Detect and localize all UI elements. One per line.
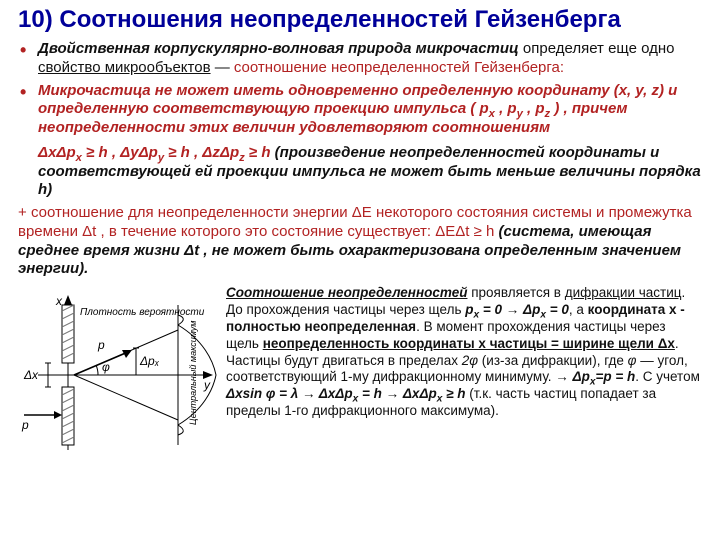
- p-label: p: [21, 418, 29, 432]
- diagram-cell: x y: [18, 285, 218, 470]
- phi-label: φ: [102, 360, 110, 374]
- ft-c: дифракции частиц: [565, 285, 682, 300]
- eq-t3: ≥ h , ΔzΔp: [164, 144, 239, 161]
- eq-t1: ΔxΔp: [38, 144, 76, 161]
- dpx-label: Δpₓ: [139, 354, 160, 368]
- ft-e: px = 0 → Δpx = 0: [465, 302, 569, 317]
- ft-h: , а: [569, 302, 588, 317]
- slide-root: 10) Соотношения неопределенностей Гейзен…: [0, 0, 720, 540]
- ft-s: . С учетом: [635, 369, 700, 384]
- ft-m: 2φ: [462, 353, 478, 368]
- b2-c1: , p: [495, 100, 517, 117]
- central-max-label: Центральный максимум: [188, 321, 198, 425]
- b1-after: определяет еще одно: [519, 40, 675, 57]
- ft-b: проявляется в: [467, 285, 564, 300]
- b2-c2: , p: [523, 100, 545, 117]
- b1-tail: соотношение неопределенностей Гейзенберг…: [234, 59, 564, 76]
- eq-red: ΔxΔpx ≥ h , ΔyΔpy ≥ h , ΔzΔpz ≥ h: [38, 144, 275, 161]
- deltax-label: Δx: [23, 368, 39, 382]
- bullet-1: Двойственная корпускулярно-волновая прир…: [18, 40, 702, 78]
- figure-row: x y: [18, 285, 702, 470]
- plus-prefix: +: [18, 204, 31, 221]
- p-vec-label: p: [97, 338, 105, 352]
- axis-y-label: y: [203, 378, 211, 392]
- eq-t4: ≥ h: [245, 144, 275, 161]
- ft-q: Δpx=p = h: [573, 369, 636, 384]
- plus-block: + соотношение для неопределенности энерг…: [18, 204, 702, 279]
- ft-n: (из-за дифракции), где: [478, 353, 628, 368]
- eq-t2: ≥ h , ΔyΔp: [82, 144, 158, 161]
- inequalities-block: ΔxΔpx ≥ h , ΔyΔpy ≥ h , ΔzΔpz ≥ h (произ…: [38, 144, 702, 200]
- bullet-2: Микрочастица не может иметь одновременно…: [18, 82, 702, 138]
- figure-text: Соотношение неопределенностей проявляетс…: [226, 285, 702, 420]
- ft-a: Соотношение неопределенностей: [226, 285, 467, 300]
- b1-lead: Двойственная корпускулярно-волновая прир…: [38, 40, 519, 57]
- slide-title: 10) Соотношения неопределенностей Гейзен…: [18, 6, 702, 34]
- b1-dash: —: [211, 59, 234, 76]
- bullet-list: Двойственная корпускулярно-волновая прир…: [18, 40, 702, 138]
- density-label: Плотность вероятности: [80, 307, 205, 318]
- b1-ul: свойство микрообъектов: [38, 59, 211, 76]
- b2-content: Микрочастица не может иметь одновременно…: [38, 82, 677, 137]
- ft-t: Δxsin φ = λ → ΔxΔpx = h → ΔxΔpx ≥ h: [226, 386, 466, 401]
- diffraction-diagram: x y: [18, 285, 218, 465]
- ft-k: неопределенность координаты x частицы = …: [263, 336, 675, 351]
